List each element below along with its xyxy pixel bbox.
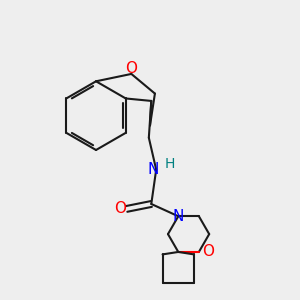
Text: H: H	[165, 157, 175, 171]
Text: O: O	[114, 201, 126, 216]
Text: O: O	[202, 244, 214, 260]
Text: O: O	[125, 61, 137, 76]
Text: N: N	[172, 209, 184, 224]
Text: N: N	[148, 162, 159, 177]
